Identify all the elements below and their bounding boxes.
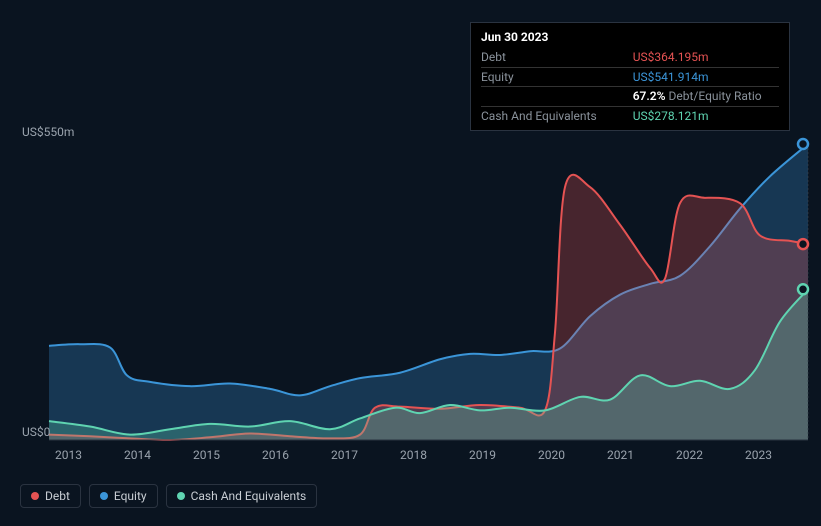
x-tick-2018: 2018 [400, 448, 427, 462]
cash-marker [798, 284, 808, 294]
tooltip-row-value: US$364.195m [633, 48, 779, 67]
tooltip-row-value: US$541.914m [633, 67, 779, 87]
legend-label: Equity [114, 489, 147, 503]
tooltip-date: Jun 30 2023 [481, 29, 779, 46]
legend-label: Debt [45, 489, 70, 503]
legend-item-debt[interactable]: Debt [20, 484, 81, 508]
legend-label: Cash And Equivalents [191, 489, 307, 503]
tooltip-row: Cash And EquivalentsUS$278.121m [481, 107, 779, 126]
debt-marker [798, 239, 808, 249]
y-axis-max-label: US$550m [22, 125, 74, 139]
chart-tooltip: Jun 30 2023 DebtUS$364.195mEquityUS$541.… [470, 22, 790, 131]
tooltip-row-label: Cash And Equivalents [481, 107, 633, 126]
x-tick-2015: 2015 [193, 448, 220, 462]
x-tick-2013: 2013 [55, 448, 82, 462]
cash-swatch-icon [177, 492, 185, 500]
tooltip-row-value: 67.2% Debt/Equity Ratio [633, 87, 779, 107]
equity-swatch-icon [100, 492, 108, 500]
tooltip-row: EquityUS$541.914m [481, 67, 779, 87]
equity-marker [798, 139, 808, 149]
x-tick-2020: 2020 [538, 448, 565, 462]
y-axis-zero-label: US$0 [22, 425, 50, 439]
tooltip-row: 67.2% Debt/Equity Ratio [481, 87, 779, 107]
tooltip-row-label: Debt [481, 48, 633, 67]
tooltip-table: DebtUS$364.195mEquityUS$541.914m67.2% De… [481, 48, 779, 126]
tooltip-row-label [481, 87, 633, 107]
x-tick-2014: 2014 [124, 448, 151, 462]
x-tick-2017: 2017 [331, 448, 358, 462]
legend-item-cash[interactable]: Cash And Equivalents [166, 484, 318, 508]
tooltip-row-label: Equity [481, 67, 633, 87]
x-tick-2016: 2016 [262, 448, 289, 462]
debt-swatch-icon [31, 492, 39, 500]
x-tick-2023: 2023 [745, 448, 772, 462]
x-tick-2022: 2022 [676, 448, 703, 462]
x-tick-2019: 2019 [469, 448, 496, 462]
tooltip-row-value: US$278.121m [633, 107, 779, 126]
legend-item-equity[interactable]: Equity [89, 484, 158, 508]
financials-chart: US$550m US$0 2013 2014 2015 2016 2017 2018 201… [0, 0, 821, 526]
x-tick-2021: 2021 [607, 448, 634, 462]
tooltip-row: DebtUS$364.195m [481, 48, 779, 67]
chart-legend: Debt Equity Cash And Equivalents [20, 484, 317, 508]
